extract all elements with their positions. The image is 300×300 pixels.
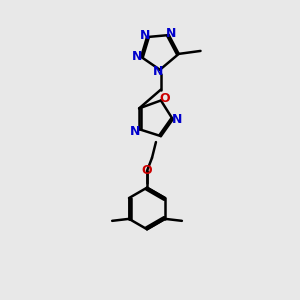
Text: N: N xyxy=(166,27,176,40)
Text: N: N xyxy=(132,50,142,63)
Text: N: N xyxy=(130,125,140,138)
Text: N: N xyxy=(153,65,163,78)
Text: O: O xyxy=(142,164,152,177)
Text: N: N xyxy=(172,113,182,126)
Text: N: N xyxy=(140,28,150,42)
Text: O: O xyxy=(159,92,170,105)
